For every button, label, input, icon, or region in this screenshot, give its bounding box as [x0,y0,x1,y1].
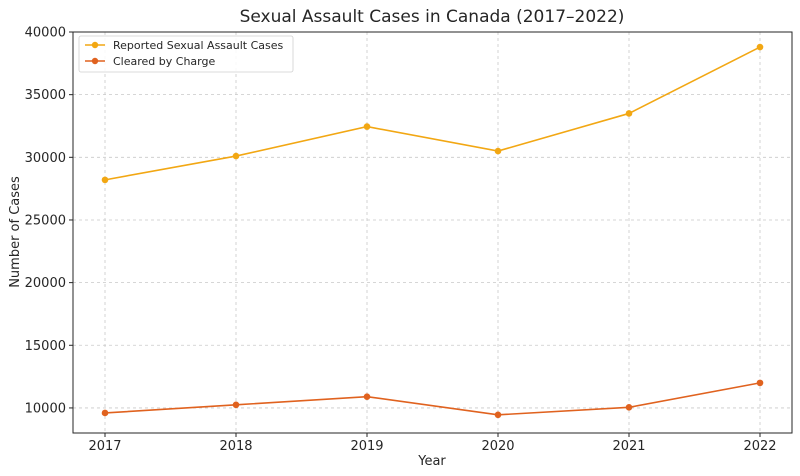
data-point-series-1 [363,123,371,130]
legend-box [78,35,294,73]
data-point-series-2 [756,379,764,387]
data-point-series-2 [232,401,240,409]
series-line-2 [104,382,761,416]
legend-label: Cleared by Charge [113,55,215,68]
x-tick-label: 2018 [219,439,252,454]
data-point-series-1 [101,176,109,184]
y-tick-label: 30000 [25,151,66,166]
tick-labels: 2017 2018 2019 2020 2021 2022 10000 15000 20000 2… [25,26,777,455]
series-group [101,43,764,419]
x-tick-label: 2021 [612,439,645,454]
series-line-1 [104,46,761,181]
x-tick-label: 2019 [350,439,383,454]
legend-swatch-marker [91,57,99,65]
data-point-series-2 [625,404,633,411]
data-point-series-2 [101,409,109,417]
legend-label: Reported Sexual Assault Cases [113,39,284,52]
grid [73,31,792,433]
legend: Reported Sexual Assault Cases Cleared by … [78,35,294,73]
data-point-series-2 [494,411,502,419]
data-point-series-1 [232,152,240,160]
data-point-series-1 [494,147,502,155]
x-axis-label: Year [417,454,446,469]
x-tick-label: 2022 [743,439,776,454]
x-tick-label: 2017 [88,439,121,454]
y-tick-label: 10000 [25,401,66,416]
chart-title: Sexual Assault Cases in Canada (2017–202… [240,7,625,27]
y-tick-label: 25000 [25,213,66,228]
y-tick-label: 15000 [25,339,66,354]
data-point-series-1 [756,43,764,51]
data-point-series-1 [625,110,633,117]
y-tick-label: 40000 [25,26,66,41]
plot-frame [72,31,793,434]
y-tick-label: 20000 [25,276,66,291]
y-axis-label: Number of Cases [8,176,23,288]
data-point-series-2 [363,393,371,400]
y-tick-label: 35000 [25,88,66,103]
legend-swatch-marker [91,41,99,49]
x-tick-label: 2020 [481,439,514,454]
